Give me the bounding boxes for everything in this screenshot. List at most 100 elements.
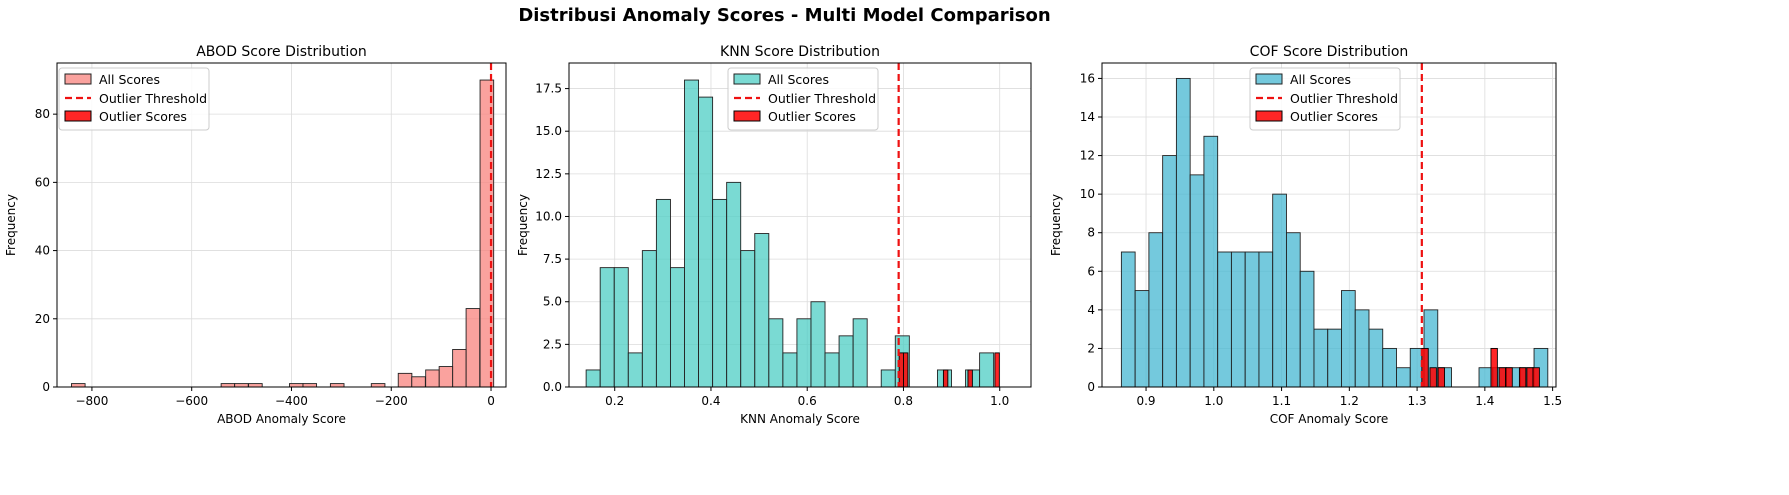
- x-tick-label: 1.3: [1408, 394, 1427, 408]
- legend: All Scores Outlier Threshold Outlier Score…: [1249, 67, 1401, 131]
- y-tick-label: 4: [1087, 303, 1095, 317]
- y-tick-label: 10.0: [535, 209, 562, 223]
- histogram-bar: [754, 233, 770, 388]
- histogram-bar: [220, 383, 236, 388]
- histogram-bar: [599, 267, 615, 388]
- y-tick-label: 5.0: [543, 295, 562, 309]
- histogram-bar: [1258, 251, 1274, 388]
- chart-panel-1: −800 −600 −400 −200 0 0 20 40 60 80 ABOD Score Dis…: [4, 44, 507, 426]
- x-tick-label: −200: [375, 394, 408, 408]
- y-tick-label: 12.5: [535, 167, 562, 181]
- legend-label: Outlier Scores: [1290, 109, 1378, 124]
- legend-label: Outlier Threshold: [99, 91, 207, 106]
- histogram-bar: [1272, 193, 1287, 388]
- histogram-bar: [289, 383, 304, 388]
- histogram-bar: [1175, 77, 1191, 388]
- x-tick-label: 0.8: [894, 394, 913, 408]
- legend-label: Outlier Scores: [99, 109, 187, 124]
- x-tick-label: 1.0: [1204, 394, 1223, 408]
- legend-label: All Scores: [1290, 72, 1351, 87]
- histogram-bar: [655, 198, 671, 388]
- y-tick-label: 10: [1080, 187, 1095, 201]
- outlier-bar: [1518, 367, 1527, 388]
- histogram-bar: [438, 366, 454, 388]
- histogram-bar: [425, 369, 440, 388]
- histogram-bar: [641, 250, 657, 388]
- y-tick-label: 7.5: [543, 252, 562, 266]
- outlier-bar: [903, 352, 909, 388]
- histogram-bar: [329, 383, 345, 388]
- histogram-bar: [1299, 270, 1315, 388]
- x-tick-label: 1.0: [990, 394, 1009, 408]
- histogram-bar: [669, 267, 685, 388]
- legend: All Scores Outlier Threshold Outlier Score…: [58, 67, 210, 131]
- outlier-bar: [942, 369, 949, 388]
- y-tick-label: 6: [1087, 264, 1095, 278]
- histogram-bar: [234, 383, 249, 388]
- outlier-bar: [1490, 347, 1498, 388]
- legend-swatch: [64, 110, 92, 122]
- histogram-bar: [698, 96, 714, 388]
- axes-frame: [56, 62, 507, 388]
- y-tick-label: 15.0: [535, 124, 562, 138]
- histogram-bar: [397, 372, 413, 388]
- histogram-bar: [726, 181, 742, 388]
- outlier-bar: [1429, 367, 1437, 388]
- histogram-bar: [1382, 347, 1397, 388]
- y-tick-label: 16: [1080, 71, 1095, 85]
- y-tick-label: 0.0: [543, 380, 562, 394]
- y-tick-label: 2: [1087, 341, 1095, 355]
- legend-box: [727, 67, 879, 131]
- axes-frame: [1101, 62, 1557, 388]
- histogram-bar: [880, 369, 896, 388]
- legend: All Scores Outlier Threshold Outlier Score…: [727, 67, 879, 131]
- y-tick-label: 20: [35, 312, 50, 326]
- histogram-bar: [1230, 251, 1246, 388]
- histogram-bar: [1285, 232, 1301, 388]
- x-tick-label: −800: [75, 394, 108, 408]
- histogram-bar: [1341, 290, 1356, 388]
- y-tick-label: 80: [35, 107, 50, 121]
- legend-box: [1249, 67, 1401, 131]
- y-tick-label: 2.5: [543, 337, 562, 351]
- histogram-bar: [585, 369, 601, 388]
- y-tick-label: 0: [42, 380, 50, 394]
- legend-label: Outlier Threshold: [1290, 91, 1398, 106]
- x-tick-label: 0: [487, 394, 495, 408]
- x-tick-label: 1.1: [1272, 394, 1291, 408]
- y-tick-label: 12: [1080, 149, 1095, 163]
- histogram-bar: [810, 301, 826, 388]
- outlier-bar: [1437, 367, 1445, 388]
- histogram-bar: [248, 383, 263, 388]
- histogram-bar: [740, 250, 756, 388]
- x-tick-label: −400: [275, 394, 308, 408]
- legend-swatch: [1255, 110, 1283, 122]
- x-tick-label: 1.5: [1543, 394, 1562, 408]
- outlier-bar: [1505, 367, 1513, 388]
- figure-suptitle: Distribusi Anomaly Scores - Multi Model …: [518, 5, 1051, 26]
- y-axis-label: Frequency: [1049, 194, 1063, 256]
- y-tick-label: 60: [35, 175, 50, 189]
- histogram-bar: [613, 267, 629, 388]
- histogram-bar: [852, 318, 868, 388]
- outlier-bar: [967, 369, 973, 388]
- y-tick-label: 8: [1087, 226, 1095, 240]
- legend-label: All Scores: [768, 72, 829, 87]
- histogram-bar: [1368, 328, 1384, 388]
- legend-label: Outlier Threshold: [768, 91, 876, 106]
- histogram-bar: [1162, 155, 1177, 388]
- legend-label: All Scores: [99, 72, 160, 87]
- outlier-bar: [1526, 367, 1534, 388]
- x-axis-label: ABOD Anomaly Score: [217, 412, 346, 426]
- chart-title: ABOD Score Distribution: [196, 44, 367, 60]
- histogram-bar: [1244, 251, 1260, 388]
- y-tick-label: 14: [1080, 110, 1095, 124]
- histogram-bar: [1217, 251, 1232, 388]
- x-tick-label: 0.4: [701, 394, 720, 408]
- outlier-bar: [994, 352, 1000, 388]
- histogram-bar: [1354, 309, 1370, 388]
- histogram-bar: [979, 352, 995, 388]
- chart-title: KNN Score Distribution: [720, 44, 880, 60]
- y-axis-label: Frequency: [516, 194, 530, 256]
